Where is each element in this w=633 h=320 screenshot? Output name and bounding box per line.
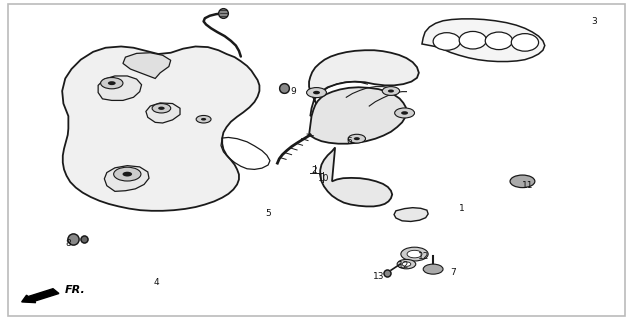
Text: 1: 1	[460, 204, 465, 213]
Polygon shape	[98, 76, 142, 100]
Circle shape	[201, 118, 206, 121]
Circle shape	[114, 167, 141, 181]
Circle shape	[354, 137, 360, 140]
Polygon shape	[394, 208, 428, 221]
Polygon shape	[104, 166, 149, 191]
Polygon shape	[62, 46, 260, 211]
Circle shape	[397, 260, 416, 269]
Circle shape	[306, 88, 327, 98]
Circle shape	[402, 262, 411, 266]
Polygon shape	[309, 50, 419, 116]
Circle shape	[394, 108, 415, 118]
Text: 12: 12	[398, 261, 409, 270]
Circle shape	[101, 77, 123, 89]
Text: 2: 2	[312, 165, 318, 174]
Polygon shape	[422, 19, 545, 61]
Circle shape	[196, 116, 211, 123]
Text: 7: 7	[450, 268, 456, 277]
Polygon shape	[309, 87, 406, 144]
Ellipse shape	[486, 32, 513, 50]
Polygon shape	[320, 148, 392, 206]
Circle shape	[401, 247, 428, 261]
Text: 10: 10	[318, 174, 329, 183]
Polygon shape	[146, 103, 180, 123]
Circle shape	[423, 264, 443, 274]
Ellipse shape	[433, 33, 460, 50]
Circle shape	[382, 87, 399, 95]
Circle shape	[158, 107, 165, 110]
Circle shape	[123, 172, 132, 177]
Text: 12: 12	[418, 252, 429, 261]
Circle shape	[407, 250, 422, 258]
Text: 11: 11	[522, 181, 534, 190]
Text: 9: 9	[291, 87, 296, 96]
Ellipse shape	[459, 31, 487, 49]
Text: 13: 13	[373, 272, 385, 281]
Polygon shape	[123, 53, 171, 78]
Text: 6: 6	[346, 137, 352, 146]
Circle shape	[313, 91, 320, 94]
Text: 5: 5	[265, 209, 271, 218]
Circle shape	[388, 90, 394, 92]
FancyArrow shape	[22, 289, 59, 303]
Text: 4: 4	[154, 278, 160, 287]
Text: 8: 8	[65, 239, 72, 248]
Text: 3: 3	[591, 17, 597, 26]
Ellipse shape	[511, 34, 539, 51]
Circle shape	[401, 111, 408, 115]
Circle shape	[108, 81, 116, 85]
Text: FR.: FR.	[65, 285, 85, 295]
Circle shape	[348, 134, 365, 143]
Circle shape	[510, 175, 535, 188]
Circle shape	[152, 104, 171, 113]
